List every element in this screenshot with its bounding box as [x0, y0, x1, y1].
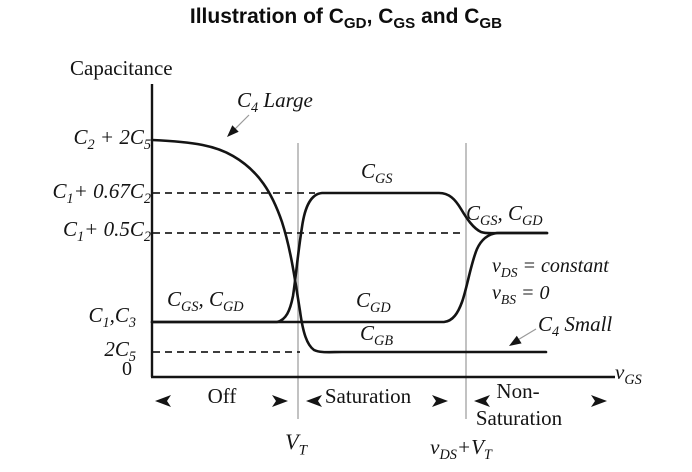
non-saturation-left-arrow-icon — [474, 395, 490, 407]
c4-large-leader-line — [233, 114, 250, 131]
x-axis-title: vGS — [615, 360, 642, 389]
curve-label-cgs-cgd-off: CGS, CGD — [167, 287, 244, 316]
figure-title: Illustration of CGD, CGS and CGB — [189, 5, 503, 33]
saturation-right-arrow-icon — [432, 395, 448, 407]
region-label-off: Off — [207, 384, 237, 408]
y-axis-title: Capacitance — [70, 56, 173, 80]
curve-label-cgb: CGB — [360, 321, 394, 350]
curve-label-cgs-cgd-right: CGS, CGD — [466, 201, 543, 230]
c4-large-arrowhead-icon — [227, 125, 239, 137]
annotation-vds-constant: vDS = constant — [492, 255, 609, 280]
annotation-c4-large: C4 Large — [237, 88, 313, 117]
cgb-curve — [150, 138, 548, 354]
cgd-curve — [150, 231, 549, 324]
c4-small-arrowhead-icon — [509, 335, 522, 346]
ytick-c1-plus-05c2: C1+ 0.5C2 — [63, 217, 151, 246]
region-label-saturation: Saturation — [324, 384, 412, 408]
ytick-c1-c3: C1,C3 — [88, 303, 136, 332]
curve-label-cgs-saturation: CGS — [361, 159, 393, 188]
off-right-arrow-icon — [272, 395, 288, 407]
curve-label-cgd-saturation: CGD — [356, 288, 391, 317]
ytick-zero: 0 — [122, 358, 132, 380]
ytick-c2-plus-2c5: C2 + 2C5 — [73, 125, 151, 154]
annotation-vbs-zero: vBS = 0 — [492, 282, 550, 307]
region-label-non-saturation-line1: Non- — [496, 379, 540, 403]
non-saturation-right-arrow-icon — [591, 395, 607, 407]
ytick-2c5: 2C5 — [104, 337, 136, 366]
annotation-c4-small: C4 Small — [538, 312, 613, 341]
xtick-vds-plus-vt: vDS+VT — [430, 435, 492, 464]
cgs-curve — [150, 191, 549, 324]
xtick-vt: VT — [285, 429, 307, 459]
c4-small-leader-line — [515, 328, 537, 342]
off-left-arrow-icon — [155, 395, 171, 407]
saturation-left-arrow-icon — [306, 395, 322, 407]
region-label-non-saturation-line2: Saturation — [475, 406, 563, 430]
ytick-c1-plus-067c2: C1+ 0.67C2 — [52, 179, 151, 208]
